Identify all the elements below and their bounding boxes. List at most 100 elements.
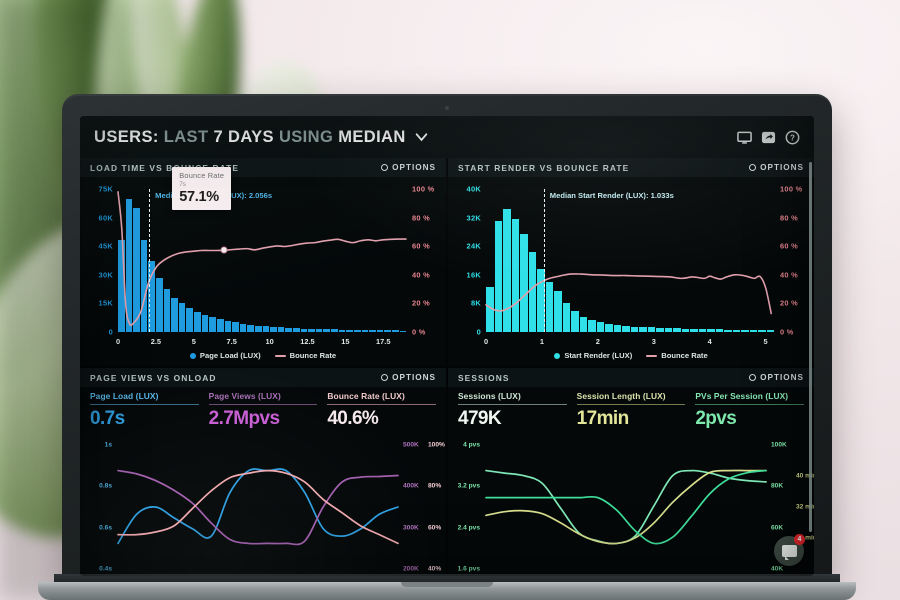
bar[interactable] (118, 240, 125, 332)
bar[interactable] (315, 329, 323, 332)
bar[interactable] (656, 327, 664, 332)
bar[interactable] (571, 310, 579, 332)
bar[interactable] (630, 326, 638, 332)
metric-bounce-rate[interactable]: Bounce Rate (LUX) 40.6% (327, 387, 436, 435)
metric-pvs-per-session[interactable]: PVs Per Session (LUX) 2pvs (695, 387, 804, 435)
bar[interactable] (209, 317, 216, 332)
bar[interactable] (732, 329, 740, 332)
chat-button[interactable]: 4 (774, 534, 805, 566)
options-button[interactable]: OPTIONS (749, 373, 804, 382)
bar[interactable] (698, 328, 706, 332)
bar[interactable] (664, 328, 672, 332)
bar[interactable] (545, 281, 553, 332)
plot-sessions[interactable]: 1.6 pvs 2.4 pvs 3.2 pvs 4 pvs 40K 60K 80K 100K 2… (458, 440, 814, 574)
plot-page-views[interactable]: 0.4s 0.6s 0.8s 1s 200K 300K 400K 500K 40% 60% 80% 1… (99, 440, 445, 574)
metric-page-load[interactable]: Page Load (LUX) 0.7s (90, 387, 199, 435)
options-button[interactable]: OPTIONS (381, 163, 436, 172)
bar[interactable] (201, 314, 209, 332)
bar[interactable] (503, 208, 511, 332)
bar[interactable] (528, 251, 536, 332)
help-icon[interactable]: ? (785, 130, 800, 145)
bar[interactable] (140, 240, 148, 332)
bar[interactable] (605, 324, 613, 332)
bar[interactable] (178, 303, 186, 332)
chevron-down-icon[interactable] (415, 131, 428, 144)
bar[interactable] (293, 328, 300, 332)
bar[interactable] (369, 330, 376, 332)
bar[interactable] (323, 329, 331, 332)
bar[interactable] (148, 260, 156, 332)
bar[interactable] (171, 297, 178, 332)
share-icon[interactable] (761, 130, 776, 145)
metric-page-views[interactable]: Page Views (LUX) 2.7Mpvs (208, 387, 318, 435)
metric-session-length[interactable]: Session Length (LUX) 17min (576, 387, 686, 435)
bar[interactable] (520, 233, 528, 332)
bar[interactable] (579, 316, 587, 332)
options-button[interactable]: OPTIONS (749, 163, 804, 172)
bar[interactable] (724, 329, 732, 332)
bar[interactable] (749, 329, 757, 332)
bar[interactable] (308, 328, 315, 332)
y-axis-tick: 1s (104, 441, 112, 449)
bar[interactable] (741, 329, 749, 332)
bar[interactable] (766, 330, 774, 332)
bar[interactable] (391, 330, 399, 332)
metric-sessions[interactable]: Sessions (LUX) 479K (458, 387, 567, 435)
bar[interactable] (715, 329, 723, 332)
bar[interactable] (511, 219, 519, 332)
bar[interactable] (262, 326, 270, 332)
bar[interactable] (186, 308, 194, 332)
bar[interactable] (224, 320, 232, 332)
bar[interactable] (690, 328, 698, 332)
line-page-load-lux- (117, 468, 399, 545)
bar[interactable] (216, 319, 224, 332)
options-button[interactable]: OPTIONS (381, 373, 436, 382)
bar[interactable] (613, 325, 621, 332)
bar[interactable] (376, 330, 384, 332)
bar[interactable] (554, 290, 562, 332)
highlight-marker[interactable] (220, 246, 228, 254)
bar[interactable] (673, 328, 681, 332)
bar[interactable] (681, 328, 689, 332)
bar[interactable] (331, 329, 338, 332)
bar[interactable] (232, 322, 239, 332)
legend-item[interactable]: Bounce Rate (274, 351, 336, 360)
plot-start-render[interactable]: 0 8K 16K 24K 32K 40K 0 % 20 % 40 % 60 % 80 % 100 % 0… (467, 185, 803, 347)
bar[interactable] (194, 311, 201, 332)
bar[interactable] (639, 327, 647, 332)
bar[interactable] (338, 329, 346, 332)
bar[interactable] (707, 329, 715, 332)
bar[interactable] (588, 320, 596, 332)
bar[interactable] (254, 325, 262, 332)
bar[interactable] (239, 323, 247, 332)
legend-item[interactable]: Start Render (LUX) (554, 351, 632, 360)
bar[interactable] (133, 208, 140, 332)
vertical-scrollbar[interactable] (809, 162, 812, 532)
bar[interactable] (247, 324, 254, 332)
bar[interactable] (537, 269, 545, 332)
legend-item[interactable]: Bounce Rate (646, 351, 708, 360)
bar[interactable] (353, 329, 361, 332)
bar[interactable] (285, 327, 293, 332)
bar[interactable] (494, 221, 502, 332)
bar[interactable] (346, 329, 353, 332)
bar[interactable] (622, 325, 630, 332)
bar[interactable] (486, 287, 494, 332)
bar[interactable] (647, 327, 655, 332)
bar[interactable] (361, 330, 369, 332)
bar[interactable] (163, 289, 171, 332)
legend-item[interactable]: Page Load (LUX) (189, 351, 261, 360)
bar[interactable] (300, 328, 308, 332)
monitor-icon[interactable] (737, 130, 752, 145)
bar[interactable] (596, 322, 604, 332)
bar[interactable] (156, 277, 163, 332)
bar[interactable] (384, 330, 391, 332)
plot-load-time[interactable]: 0 15K 30K 45K 60K 75K 0 % 20 % 40 % 60 % 80 % 100 %… (99, 167, 434, 346)
bar[interactable] (758, 330, 766, 332)
bar[interactable] (562, 303, 570, 332)
bar[interactable] (125, 198, 133, 332)
bar[interactable] (270, 326, 277, 332)
page-title[interactable]: USERS: LAST 7 DAYS USING MEDIAN (94, 128, 428, 147)
bar[interactable] (399, 330, 407, 332)
bar[interactable] (277, 327, 285, 332)
